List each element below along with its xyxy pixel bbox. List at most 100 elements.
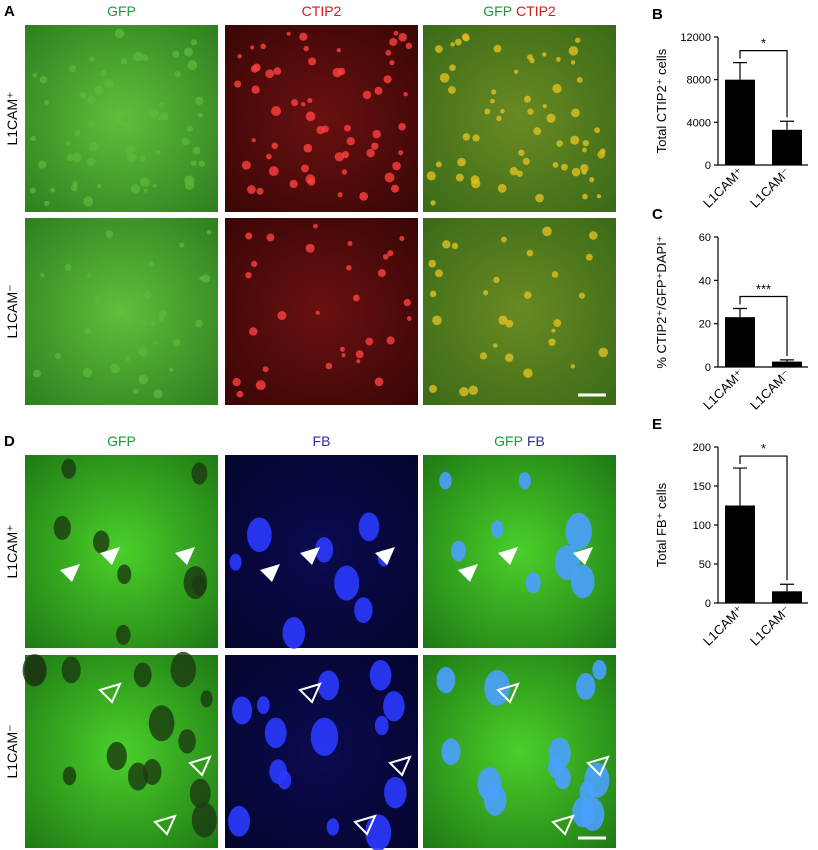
cell (592, 659, 607, 680)
bar (725, 317, 755, 367)
cell (55, 353, 61, 359)
cell (579, 781, 595, 803)
arrowhead (60, 564, 80, 582)
cell (336, 48, 341, 53)
cell (174, 71, 181, 78)
column-header: GFP CTIP2 (483, 3, 556, 19)
cell (358, 512, 380, 542)
cell (428, 259, 437, 268)
cell (403, 91, 408, 97)
cell (570, 564, 595, 599)
header-word: GFP (107, 3, 136, 19)
arrowhead (175, 547, 195, 565)
cell (448, 86, 456, 94)
cell (265, 69, 275, 79)
header-word: CTIP2 (302, 3, 342, 19)
cell (33, 369, 41, 378)
cell (374, 86, 383, 95)
cell (277, 310, 287, 321)
row-label: L1CAM⁺ (4, 524, 20, 578)
cell (354, 597, 373, 624)
cell (598, 347, 609, 358)
y-tick-label: 20 (699, 319, 711, 331)
cell (313, 223, 318, 229)
cell (493, 44, 502, 53)
cell (382, 253, 389, 260)
cell (138, 347, 149, 357)
cell (505, 319, 514, 328)
cell (551, 328, 556, 333)
cell (249, 327, 258, 336)
cell (138, 374, 149, 385)
bar (772, 361, 802, 367)
cell (386, 336, 395, 345)
cell (526, 249, 534, 257)
y-axis-label: Total FB⁺ cells (654, 482, 669, 567)
cell (156, 150, 161, 155)
cell (190, 39, 197, 46)
cell (570, 135, 580, 145)
cell (72, 152, 82, 163)
y-axis-label: % CTIP2⁺/GFP⁺DAPI⁺ (654, 235, 669, 368)
cell (247, 517, 272, 553)
cell (450, 42, 455, 47)
cell (366, 148, 375, 158)
cell (24, 654, 47, 687)
cell (150, 320, 156, 326)
cell (341, 353, 346, 358)
cell (560, 163, 568, 171)
cell (50, 187, 55, 193)
cell (434, 269, 443, 278)
cell (374, 715, 389, 736)
cell (149, 108, 159, 118)
cell (326, 818, 340, 836)
cell (308, 57, 317, 66)
cell (140, 177, 150, 187)
cell (339, 346, 345, 352)
column-header: GFP FB (494, 433, 545, 449)
cell (120, 115, 129, 124)
bar (725, 505, 755, 603)
cell (449, 64, 456, 72)
cell (307, 178, 316, 186)
cell (141, 54, 149, 62)
cell (117, 564, 132, 585)
cell (273, 67, 282, 75)
cell (439, 471, 452, 490)
cell (266, 233, 275, 242)
cell (87, 157, 96, 166)
cell (509, 167, 519, 176)
cell (241, 160, 251, 170)
cell (325, 362, 333, 370)
cell (383, 691, 405, 722)
cell (570, 60, 576, 65)
cell (116, 123, 126, 133)
arrowhead (260, 564, 280, 582)
cell (405, 42, 413, 50)
micrograph (225, 455, 418, 649)
cell (109, 363, 120, 374)
y-tick-label: 150 (693, 481, 711, 493)
cell (39, 76, 48, 84)
cell (72, 181, 78, 187)
image-bg (225, 218, 418, 405)
cell (384, 172, 395, 183)
cell (341, 151, 350, 159)
micrograph (22, 651, 218, 848)
cell (125, 356, 131, 362)
cell (352, 294, 360, 302)
cell (398, 150, 404, 156)
cell (178, 729, 196, 754)
cell (377, 269, 386, 278)
cell (596, 194, 602, 199)
cell (127, 153, 137, 163)
cell (114, 28, 125, 39)
panel-label: A (4, 3, 15, 20)
micrograph (225, 655, 418, 850)
cell (430, 200, 436, 206)
cell (251, 85, 260, 94)
cell (524, 291, 532, 299)
x-tick-label: L1CAM⁻ (747, 603, 793, 649)
cell (189, 778, 211, 808)
